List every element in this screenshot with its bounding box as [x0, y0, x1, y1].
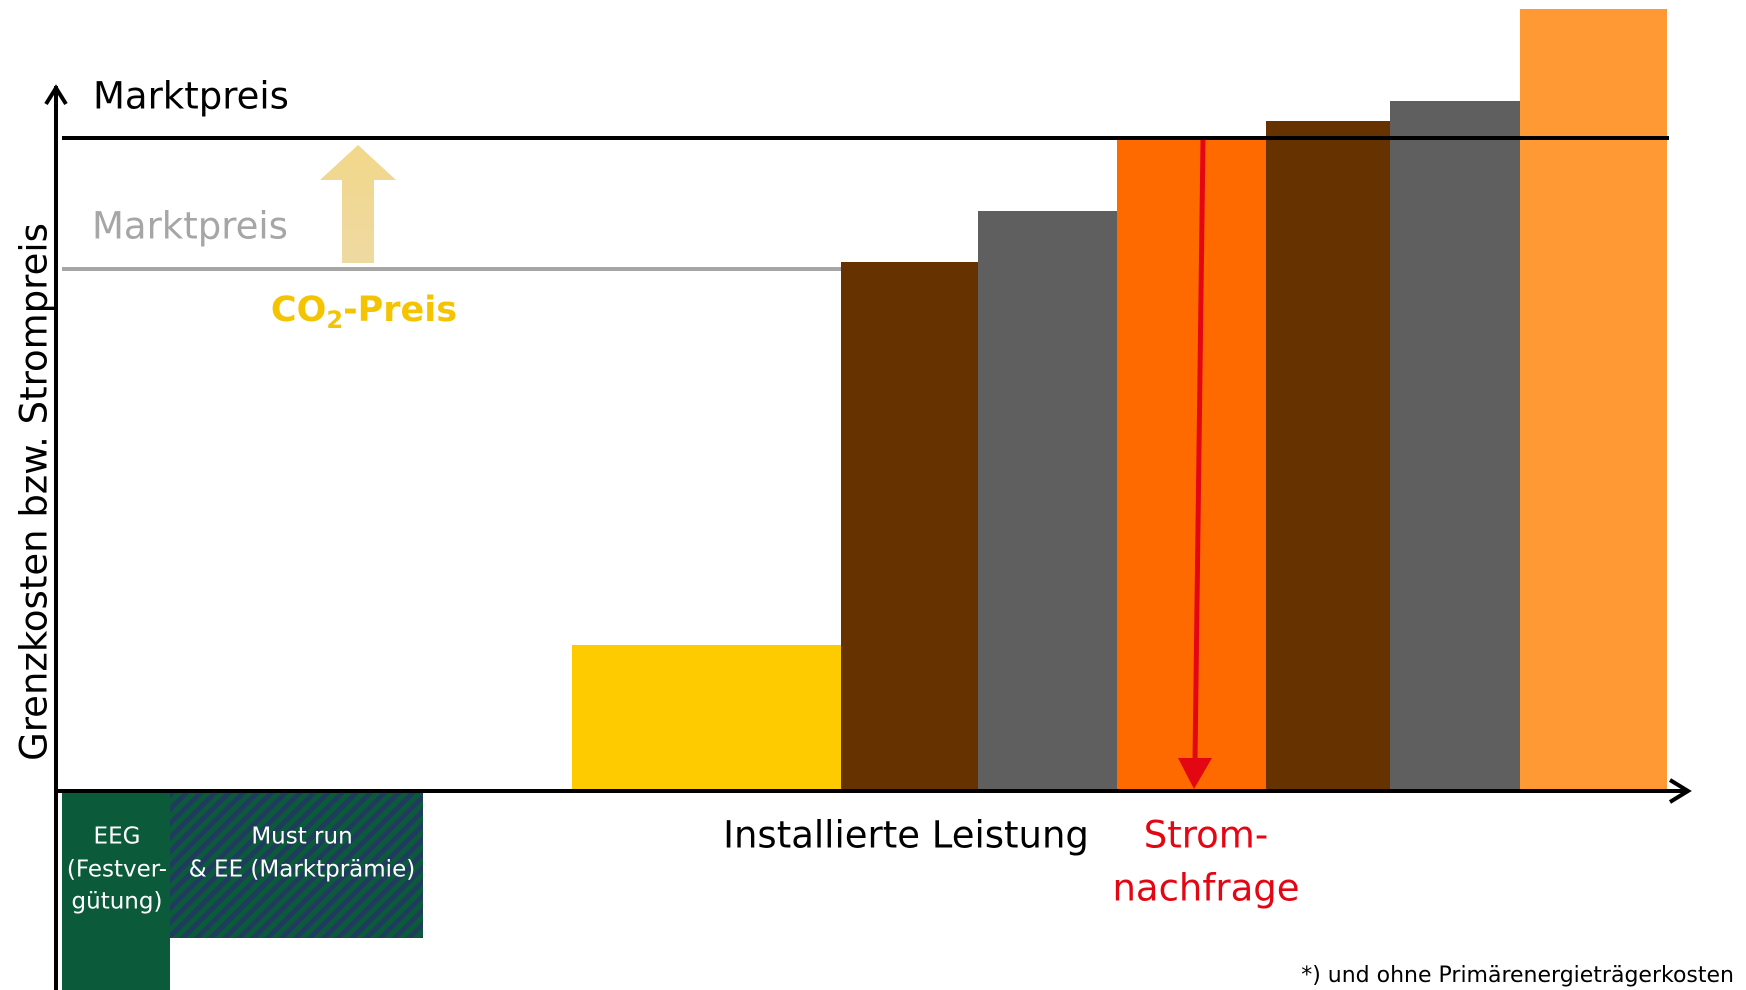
bar-lignite-2 — [1266, 121, 1390, 789]
bar-gas — [1117, 140, 1266, 789]
co2-arrow — [320, 145, 396, 263]
x-axis-label: Installierte Leistung — [723, 814, 1089, 857]
co2-label: CO2-Preis — [271, 290, 457, 334]
footnote: *) und ohne Primärenergieträgerkosten — [1301, 963, 1734, 988]
eeg-label: EEG — [94, 824, 141, 850]
eeg-label: (Festver- — [67, 857, 167, 883]
must-run-label: Must run — [251, 824, 352, 850]
demand-label: nachfrage — [1112, 867, 1299, 910]
bar-coal-2 — [1390, 101, 1520, 789]
bar-oil — [1520, 9, 1667, 789]
demand-arrow — [1192, 139, 1206, 761]
y-axis-arrow — [44, 84, 68, 106]
demand-arrow-head — [1178, 758, 1212, 789]
bar-coal — [978, 211, 1117, 789]
old-market-price-label: Marktpreis — [92, 205, 288, 248]
eeg-box — [62, 791, 170, 990]
must-run-box — [170, 791, 423, 938]
eeg-label: gütung) — [72, 889, 163, 915]
market-price-label: Marktpreis — [93, 75, 289, 118]
x-axis-arrow — [1668, 778, 1692, 804]
must-run-label: & EE (Marktprämie) — [189, 857, 415, 883]
demand-label: Strom- — [1144, 814, 1268, 857]
bar-solar — [572, 645, 841, 789]
bar-lignite — [841, 262, 978, 789]
y-axis-label: Grenzkosten bzw. Strompreis — [13, 223, 56, 761]
